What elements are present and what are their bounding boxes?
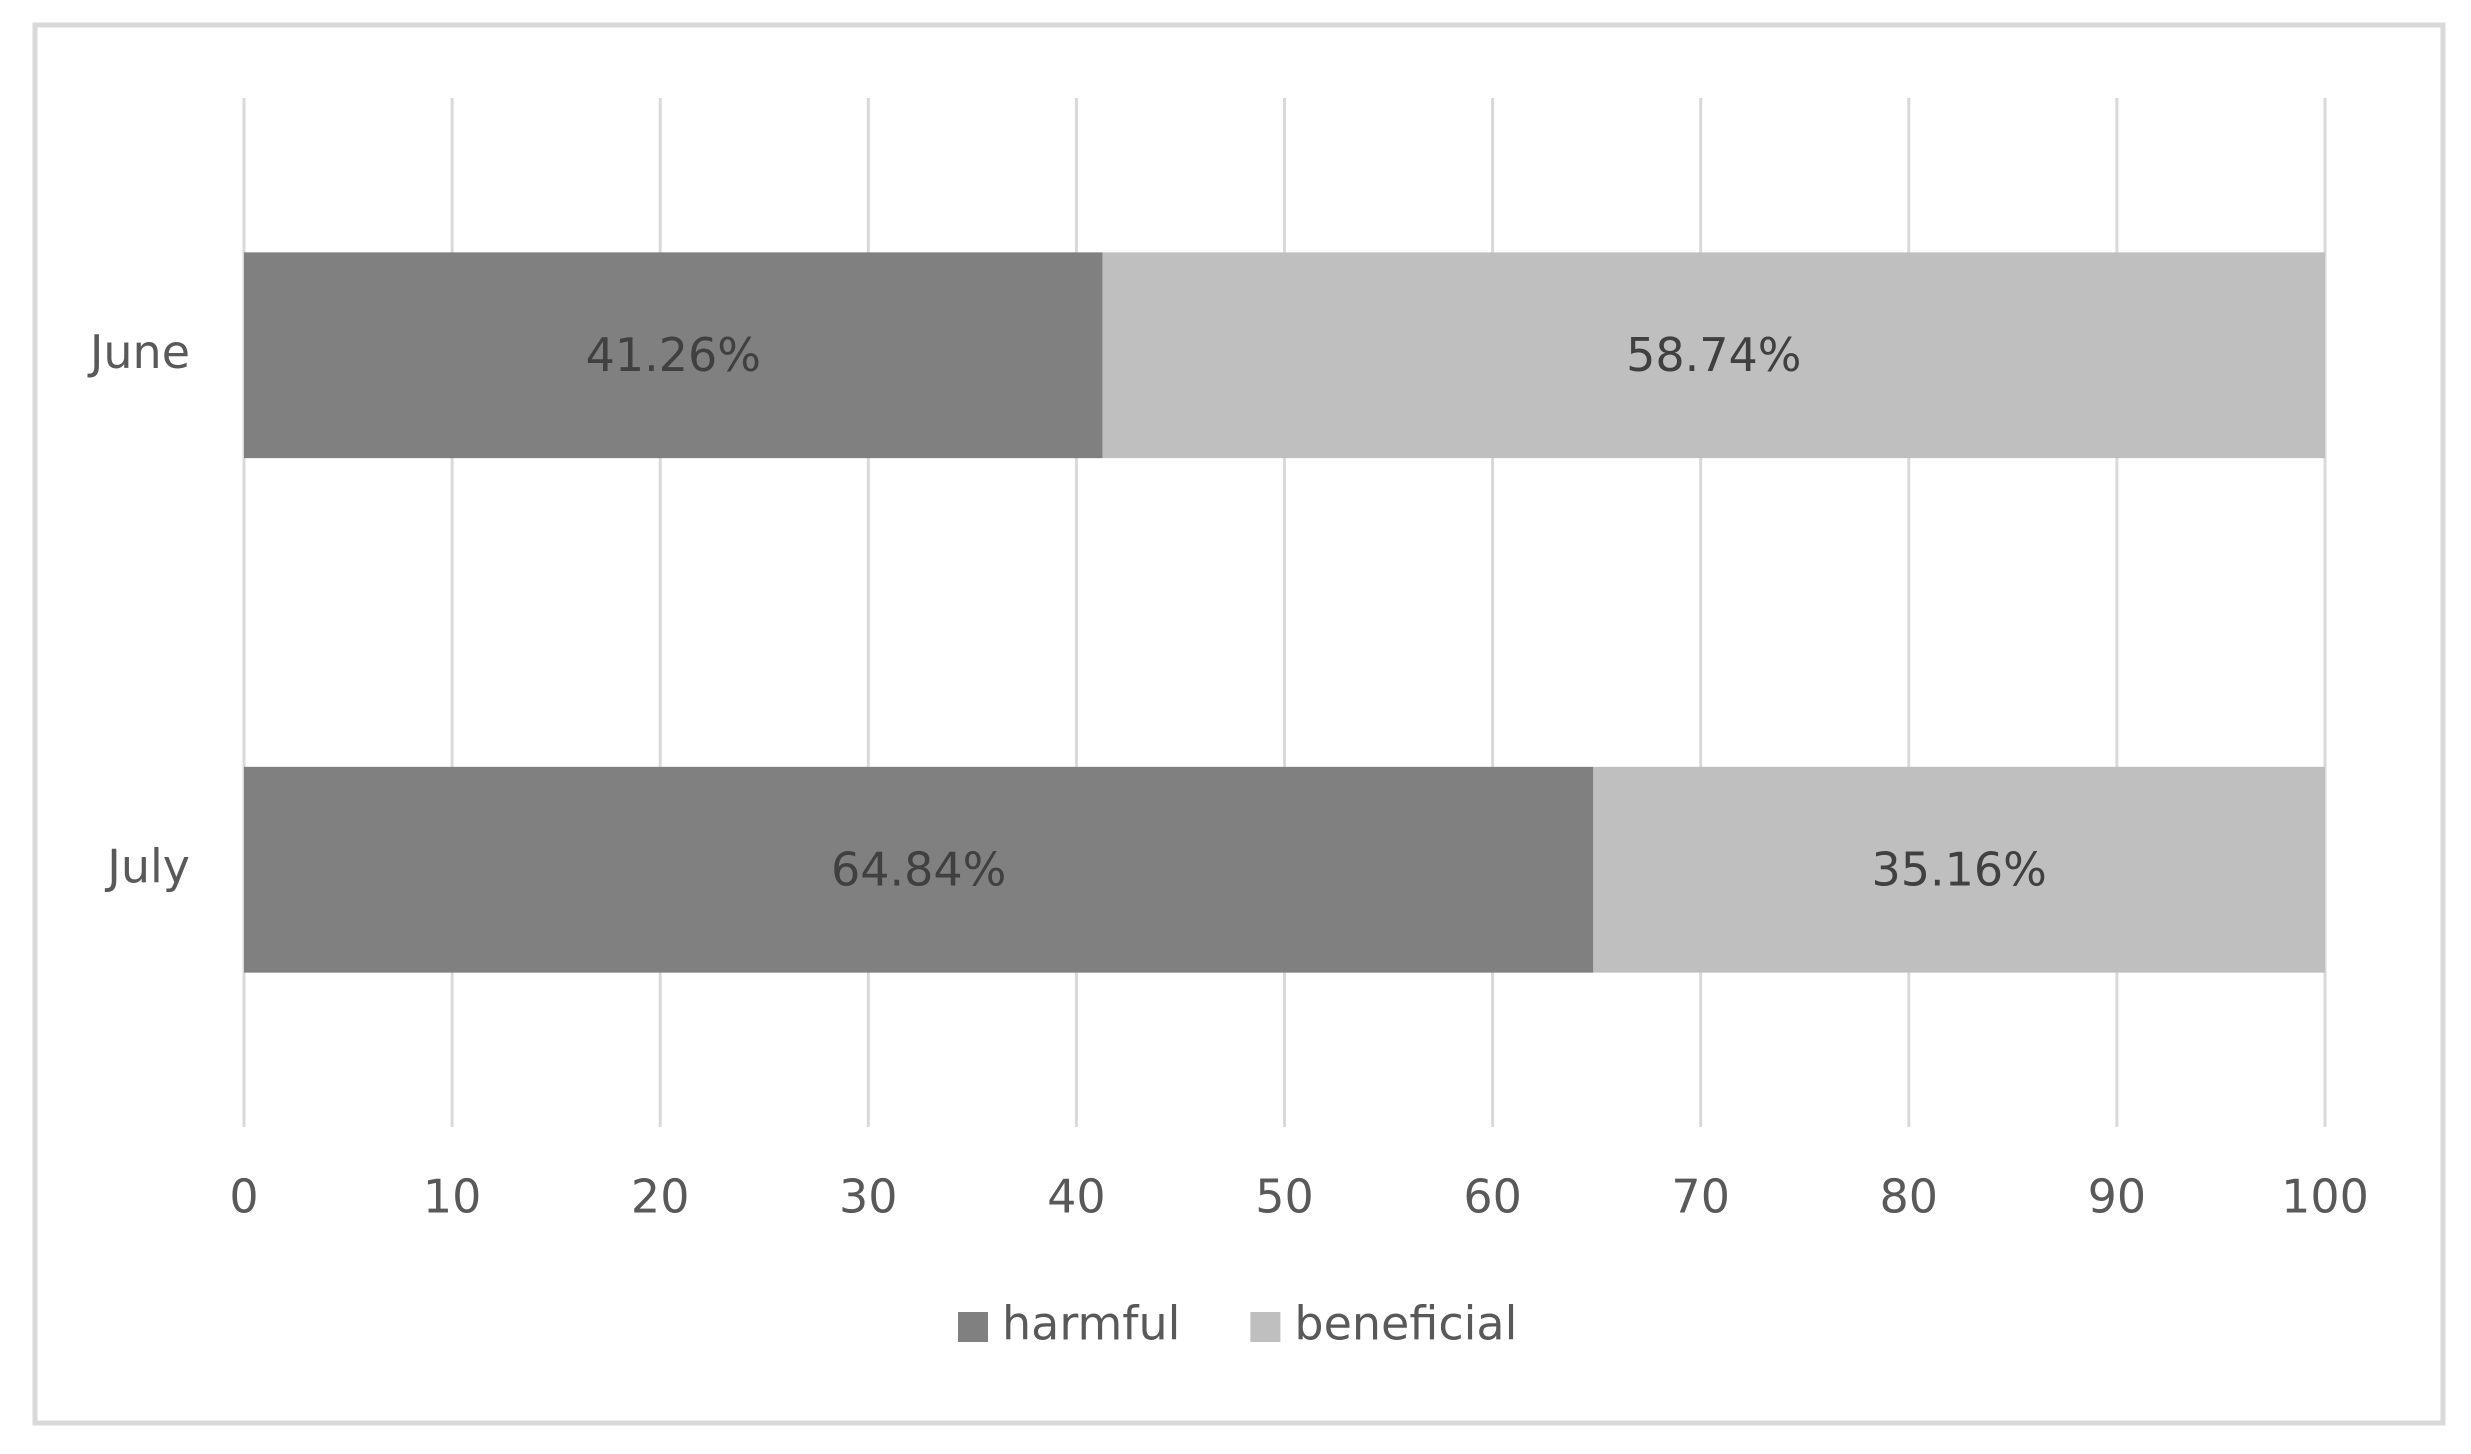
value-label: 64.84% [831,842,1006,896]
x-tick-label: 20 [631,1170,690,1224]
x-tick-label: 30 [839,1170,898,1224]
x-tick-label: 50 [1255,1170,1314,1224]
bar-segment [244,252,1103,459]
x-tick-label: 60 [1463,1170,1522,1224]
chart-border [32,22,2446,1426]
x-tick-label: 80 [1880,1170,1939,1224]
legend-label: harmful [1002,1297,1180,1351]
legend-swatch [1250,1312,1281,1342]
x-tick-label: 100 [2281,1170,2369,1224]
x-tick-label: 40 [1047,1170,1106,1224]
value-label: 58.74% [1626,328,1801,382]
y-tick-label: July [104,839,190,893]
bar-segment [244,766,1594,973]
value-label: 41.26% [586,328,761,382]
x-tick-label: 0 [229,1170,258,1224]
x-tick-label: 70 [1671,1170,1730,1224]
legend-swatch [958,1312,988,1342]
value-label: 35.16% [1871,842,2046,896]
legend-label: beneficial [1294,1297,1517,1351]
y-tick-label: June [87,325,190,379]
bar-segment [1102,252,2325,459]
bar-segment [1593,766,2325,973]
x-tick-label: 10 [423,1170,482,1224]
x-tick-label: 90 [2088,1170,2147,1224]
